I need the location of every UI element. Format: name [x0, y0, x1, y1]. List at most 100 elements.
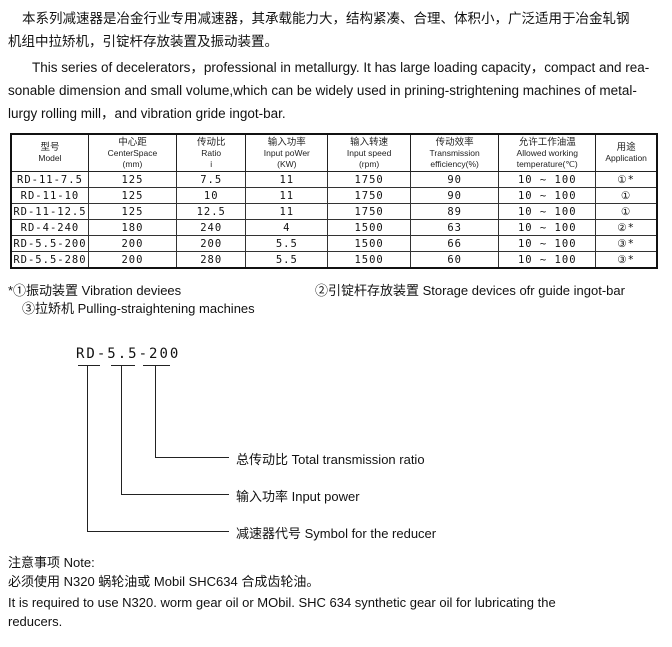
leader-ratio-horizontal [155, 457, 229, 458]
header-en: Transmission [429, 147, 480, 158]
header-en: Application [605, 153, 647, 163]
table-cell: 10 ~ 100 [498, 171, 597, 188]
column-header: 传动比 Ratio i [175, 133, 247, 172]
table-cell: 180 [87, 219, 177, 236]
table-cell: 10 ~ 100 [498, 251, 597, 269]
column-header: 用途 Application [595, 133, 658, 172]
model-code: RD-5.5-200 [76, 346, 180, 362]
table-cell: 125 [87, 187, 177, 204]
underline-ratio [143, 365, 170, 366]
table-cell: 11 [245, 203, 329, 220]
leader-ratio-vertical [155, 365, 156, 457]
header-en: Model [38, 153, 62, 163]
header-en: Ratio [201, 147, 222, 158]
header-en: CenterSpace [107, 147, 158, 158]
table-cell: RD-11-12.5 [10, 203, 89, 220]
table-row: RD-11-12.5 125 12.5 11 1750 89 10 ~ 100 ① [10, 203, 658, 220]
table-cell: 200 [175, 235, 247, 252]
table-cell: RD-4-240 [10, 219, 89, 236]
header-zh: 用途 [616, 142, 636, 153]
column-header: 输入功率 Input poWer (KW) [245, 133, 329, 172]
table-cell: 240 [175, 219, 247, 236]
legend-pulling: ③拉矫机 Pulling-straightening machines [22, 301, 255, 316]
table-cell: 11 [245, 187, 329, 204]
code-part-power: 5.5 [107, 346, 139, 362]
note-en-line2: reducers. [8, 614, 63, 629]
table-cell: ③* [595, 251, 658, 269]
table-cell: 5.5 [245, 235, 329, 252]
table-cell: 1750 [327, 187, 412, 204]
table-cell: ① [595, 203, 658, 220]
table-cell: 280 [175, 251, 247, 269]
header-unit: i [210, 158, 213, 169]
table-cell: 63 [410, 219, 500, 236]
header-en: Input speed [346, 147, 392, 158]
table-cell: RD-5.5-280 [10, 251, 89, 269]
table-cell: 10 [175, 187, 247, 204]
column-header: 允许工作油温 Allowed working temperature(℃) [498, 133, 597, 172]
specification-table: 型号 Model 中心距 CenterSpace (mm) 传动比 Ratio i 输入功率 In… [10, 133, 658, 269]
table-cell: 125 [87, 203, 177, 220]
table-row: RD-4-240 180 240 4 1500 63 10 ~ 100 ②* [10, 219, 658, 236]
leader-symbol-vertical [87, 365, 88, 531]
note-zh: 必须使用 N320 蜗轮油或 Mobil SHC634 合成齿轮油。 [8, 574, 320, 589]
header-en: Allowed working [516, 147, 578, 158]
column-header: 型号 Model [10, 133, 89, 172]
intro-en-line2: sonable dimension and small volume,which… [8, 83, 637, 98]
table-row: RD-11-10 125 10 11 1750 90 10 ~ 100 ① [10, 187, 658, 204]
header-unit: (rpm) [358, 158, 380, 169]
table-cell: 200 [87, 235, 177, 252]
table-cell: 1750 [327, 203, 412, 220]
header-en: Input poWer [263, 147, 310, 158]
table-cell: 1500 [327, 235, 412, 252]
intro-zh-line1: 本系列减速器是冶金行业专用减速器，其承载能力大，结构紧凑、合理、体积小，广泛适用… [22, 11, 630, 26]
header-unit: temperature(℃) [516, 158, 578, 169]
table-cell: 200 [87, 251, 177, 269]
code-part-ratio: 200 [149, 346, 181, 362]
table-cell: ②* [595, 219, 658, 236]
leader-symbol-horizontal [87, 531, 229, 532]
header-unit: (KW) [277, 158, 297, 169]
legend-storage: ②引锭杆存放装置 Storage devices ofr guide ingot… [315, 283, 625, 298]
table-cell: ① [595, 187, 658, 204]
table-cell: 1500 [327, 251, 412, 269]
table-cell: RD-11-7.5 [10, 171, 89, 188]
table-cell: 60 [410, 251, 500, 269]
header-zh: 传动比 [196, 136, 226, 148]
note-en-line1: It is required to use N320. worm gear oi… [8, 595, 556, 610]
table-row: RD-5.5-200 200 200 5.5 1500 66 10 ~ 100 ③* [10, 235, 658, 252]
header-zh: 输入功率 [267, 136, 306, 148]
code-separator: - [138, 346, 150, 362]
underline-power [111, 365, 135, 366]
table-cell: 1750 [327, 171, 412, 188]
label-input-power: 输入功率 Input power [236, 489, 360, 504]
header-unit: (mm) [122, 158, 143, 169]
table-cell: 1500 [327, 219, 412, 236]
table-cell: ③* [595, 235, 658, 252]
legend-vibration: *①振动装置 Vibration deviees [8, 283, 182, 298]
column-header: 输入转速 Input speed (rpm) [327, 133, 412, 172]
header-zh: 传动效率 [435, 136, 474, 148]
table-cell: 5.5 [245, 251, 329, 269]
table-row: RD-5.5-280 200 280 5.5 1500 60 10 ~ 100 ③* [10, 251, 658, 269]
table-header-row: 型号 Model 中心距 CenterSpace (mm) 传动比 Ratio i 输入功率 In… [10, 133, 658, 172]
table-cell: 89 [410, 203, 500, 220]
leader-power-horizontal [121, 494, 229, 495]
intro-en-line1: This series of decelerators，professional… [32, 60, 650, 75]
table-cell: 11 [245, 171, 329, 188]
intro-en-line3: lurgy rolling mill，and vibration gride i… [8, 106, 286, 121]
table-cell: 10 ~ 100 [498, 187, 597, 204]
table-cell: 66 [410, 235, 500, 252]
code-separator: - [96, 346, 108, 362]
table-cell: RD-5.5-200 [10, 235, 89, 252]
note-title: 注意事项 Note: [8, 555, 95, 570]
leader-power-vertical [121, 365, 122, 494]
label-reducer-symbol: 减速器代号 Symbol for the reducer [236, 526, 437, 541]
table-cell: RD-11-10 [10, 187, 89, 204]
label-total-ratio: 总传动比 Total transmission ratio [236, 452, 425, 467]
table-cell: 4 [245, 219, 329, 236]
table-row: RD-11-7.5 125 7.5 11 1750 90 10 ~ 100 ①* [10, 171, 658, 188]
table-cell: 125 [87, 171, 177, 188]
header-zh: 中心距 [118, 136, 147, 148]
